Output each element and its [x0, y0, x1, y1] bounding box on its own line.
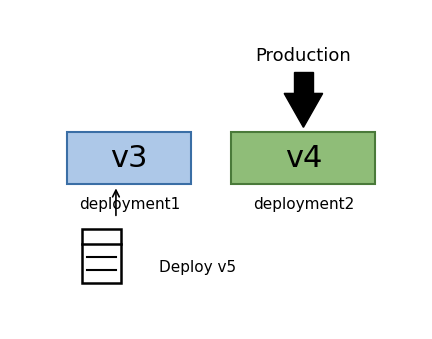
FancyBboxPatch shape	[83, 228, 121, 283]
Text: deployment1: deployment1	[79, 197, 180, 212]
FancyBboxPatch shape	[232, 132, 375, 184]
Text: v4: v4	[285, 144, 322, 173]
Polygon shape	[294, 72, 313, 94]
Text: deployment2: deployment2	[253, 197, 354, 212]
FancyBboxPatch shape	[67, 132, 191, 184]
Polygon shape	[284, 94, 323, 127]
Text: v3: v3	[111, 144, 148, 173]
Text: Production: Production	[256, 47, 351, 65]
Text: Deploy v5: Deploy v5	[159, 260, 237, 275]
